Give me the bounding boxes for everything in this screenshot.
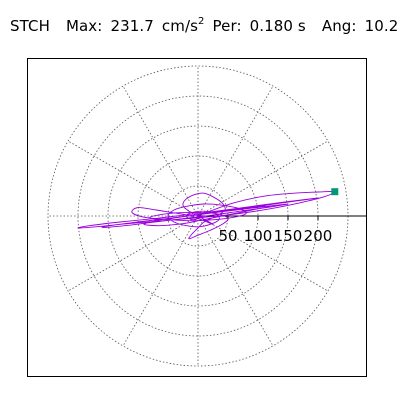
grid-spoke bbox=[67, 140, 199, 217]
grid-spoke bbox=[197, 215, 329, 292]
grid-spoke bbox=[67, 215, 199, 292]
grid-spoke bbox=[197, 85, 274, 217]
max-value: 231.7 bbox=[110, 17, 154, 35]
orbit-trace-path bbox=[77, 190, 336, 240]
max-marker bbox=[331, 188, 339, 196]
radial-tick-label: 50 bbox=[218, 227, 237, 245]
max-label: Max: bbox=[65, 17, 103, 35]
max-unit: cm/s2 bbox=[161, 16, 205, 35]
radial-tick-label: 150 bbox=[274, 227, 303, 245]
ang-label: Ang: bbox=[321, 17, 357, 35]
station-code: STCH bbox=[10, 17, 50, 35]
grid-spoke bbox=[122, 215, 199, 347]
grid-spoke bbox=[197, 215, 274, 347]
grid-spoke bbox=[197, 140, 329, 217]
plot-frame bbox=[27, 58, 367, 377]
header-readout: STCH Max: 231.7 cm/s2 Per: 0.180 s Ang: 10.2 bbox=[10, 16, 398, 35]
per-label: Per: bbox=[212, 17, 242, 35]
radial-axis: 50 100 150 200 bbox=[198, 215, 366, 245]
orbit-trace bbox=[77, 190, 336, 240]
per-value: 0.180 s bbox=[249, 17, 306, 35]
grid-spoke bbox=[122, 85, 199, 217]
radial-tick-label: 100 bbox=[244, 227, 273, 245]
max-point-marker bbox=[331, 188, 339, 196]
ang-value: 10.2 bbox=[364, 17, 399, 35]
radial-tick-label: 200 bbox=[304, 227, 333, 245]
